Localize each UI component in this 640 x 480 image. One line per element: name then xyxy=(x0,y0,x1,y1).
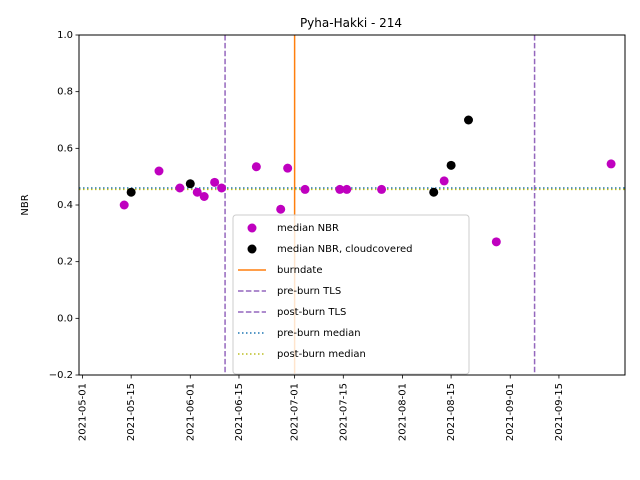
legend: median NBR median NBR, cloudcovered burnda… xyxy=(232,214,470,375)
y-tick-label-1: 0.0 xyxy=(57,313,73,324)
x-tick-label-9: 2021-09-15 xyxy=(554,383,565,441)
data-point-0-16 xyxy=(606,159,616,169)
y-tick-label-5: 0.8 xyxy=(57,87,73,98)
y-axis: −0.2 0.0 0.2 0.4 0.6 0.8 1.0 xyxy=(49,30,79,381)
y-axis-label: NBR xyxy=(20,194,31,215)
data-point-1-1 xyxy=(185,179,195,189)
data-point-0-11 xyxy=(335,184,345,194)
data-point-1-3 xyxy=(446,160,456,170)
data-point-1-2 xyxy=(429,187,439,197)
y-tick-label-0: −0.2 xyxy=(49,370,73,381)
y-tick-label-2: 0.2 xyxy=(57,257,73,268)
data-point-0-6 xyxy=(217,183,227,193)
legend-label-1: median NBR, cloudcovered xyxy=(277,244,412,255)
x-tick-label-2: 2021-06-01 xyxy=(185,383,196,441)
legend-label-5: pre-burn median xyxy=(277,328,361,339)
x-tick-label-1: 2021-05-15 xyxy=(126,383,137,441)
data-point-0-5 xyxy=(210,177,220,187)
data-point-0-14 xyxy=(439,176,449,186)
data-point-0-0 xyxy=(119,200,129,210)
x-tick-label-0: 2021-05-01 xyxy=(77,383,88,441)
x-tick-label-3: 2021-06-15 xyxy=(234,383,245,441)
legend-label-0: median NBR xyxy=(277,223,339,234)
data-point-1-0 xyxy=(126,187,136,197)
x-axis: 2021-05-01 2021-05-15 2021-06-01 2021-06-15… xyxy=(77,375,565,441)
data-point-0-3 xyxy=(192,187,202,197)
legend-label-3: pre-burn TLS xyxy=(277,286,341,297)
data-point-0-9 xyxy=(283,163,293,173)
x-tick-label-4: 2021-07-01 xyxy=(290,383,301,441)
legend-box xyxy=(232,214,470,375)
data-point-0-1 xyxy=(154,166,164,176)
data-point-0-2 xyxy=(175,183,185,193)
plot-area xyxy=(79,35,625,375)
data-point-0-7 xyxy=(251,162,261,172)
chart-title: Pyha-Hakki - 214 xyxy=(300,16,402,30)
x-tick-label-6: 2021-08-01 xyxy=(397,383,408,441)
legend-label-2: burndate xyxy=(277,265,323,276)
data-point-0-8 xyxy=(276,204,286,214)
data-point-0-15 xyxy=(491,237,501,247)
x-tick-label-8: 2021-09-01 xyxy=(505,383,516,441)
y-tick-label-4: 0.6 xyxy=(57,143,73,154)
data-point-0-10 xyxy=(300,184,310,194)
legend-marker-0 xyxy=(247,223,257,233)
data-point-0-12 xyxy=(342,184,352,194)
data-point-0-13 xyxy=(377,184,387,194)
legend-label-6: post-burn median xyxy=(277,349,366,360)
y-tick-label-3: 0.4 xyxy=(57,200,73,211)
legend-label-4: post-burn TLS xyxy=(277,307,346,318)
x-tick-label-5: 2021-07-15 xyxy=(338,383,349,441)
data-point-0-4 xyxy=(199,192,209,201)
y-tick-label-6: 1.0 xyxy=(57,30,73,41)
x-tick-label-7: 2021-08-15 xyxy=(446,383,457,441)
legend-marker-1 xyxy=(247,244,257,254)
data-point-1-4 xyxy=(464,115,474,125)
